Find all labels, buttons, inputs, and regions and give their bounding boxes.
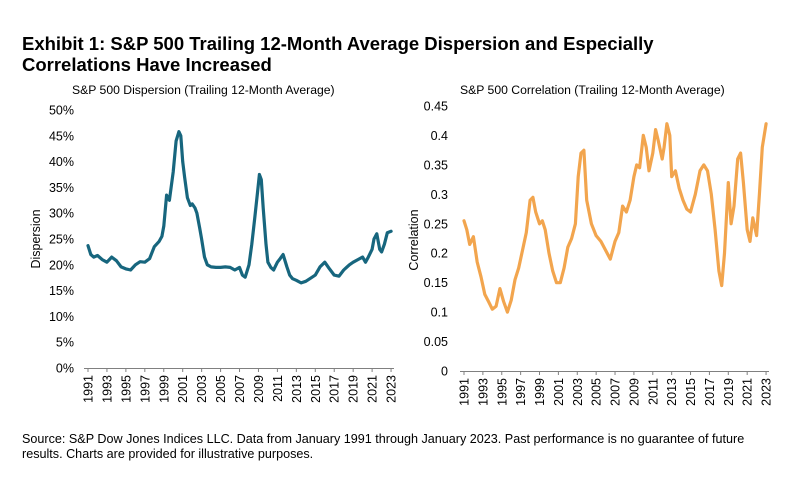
dispersion-y-tick-label: 15% (49, 284, 74, 298)
correlation-x-tick-label: 1993 (476, 378, 490, 406)
dispersion-y-tick-label: 45% (49, 129, 74, 143)
dispersion-x-tick-label: 1995 (119, 375, 133, 403)
dispersion-x-tick-label: 2021 (366, 375, 380, 403)
correlation-y-tick-label: 0.2 (431, 247, 448, 261)
dispersion-y-axis-label: Dispersion (29, 209, 43, 268)
dispersion-x-tick-label: 2015 (309, 375, 323, 403)
dispersion-y-ticks: 0% 5% 10% 15% 20% 25% 30% 35% 40% 45% 50% (49, 104, 74, 376)
dispersion-x-tick-label: 2023 (385, 375, 399, 403)
correlation-x-tick-label: 2007 (609, 378, 623, 406)
correlation-x-tick-label: 1995 (495, 378, 509, 406)
correlation-x-tick-label: 2001 (552, 378, 566, 406)
dispersion-x-tick-label: 1993 (100, 375, 114, 403)
dispersion-y-tick-label: 35% (49, 181, 74, 195)
correlation-x-tick-label: 2009 (627, 378, 641, 406)
dispersion-y-tick-label: 30% (49, 207, 74, 221)
source-note-line-2: results. Charts are provided for illustr… (22, 447, 314, 461)
dispersion-y-tick-label: 40% (49, 155, 74, 169)
dispersion-chart: S&P 500 Dispersion (Trailing 12-Month Av… (29, 83, 399, 403)
dispersion-x-tick-label: 2007 (233, 375, 247, 403)
dispersion-x-tick-label: 2005 (214, 375, 228, 403)
exhibit-title-line-1: Exhibit 1: S&P 500 Trailing 12-Month Ave… (22, 33, 654, 54)
correlation-chart-title: S&P 500 Correlation (Trailing 12-Month A… (460, 83, 725, 97)
dispersion-x-tick-label: 2003 (195, 375, 209, 403)
correlation-x-tick-label: 2015 (684, 378, 698, 406)
correlation-x-tick-label: 1991 (458, 378, 472, 406)
dispersion-y-tick-label: 5% (56, 336, 74, 350)
correlation-x-tick-label: 2023 (760, 378, 774, 406)
dispersion-x-tick-label: 2001 (176, 375, 190, 403)
correlation-x-tick-label: 1997 (514, 378, 528, 406)
correlation-y-tick-label: 0.05 (424, 335, 448, 349)
correlation-x-tick-label: 2017 (703, 378, 717, 406)
correlation-y-tick-label: 0 (441, 365, 448, 379)
dispersion-x-tick-label: 2013 (290, 375, 304, 403)
dispersion-x-tick-label: 2017 (328, 375, 342, 403)
correlation-series-line (462, 122, 768, 314)
dispersion-y-tick-label: 25% (49, 233, 74, 247)
dispersion-x-tick-label: 1991 (82, 375, 96, 403)
dispersion-y-tick-label: 10% (49, 310, 74, 324)
correlation-y-ticks: 0 0.05 0.1 0.15 0.2 0.25 0.3 0.35 0.4 0.45 (424, 100, 448, 379)
dispersion-x-tick-label: 2019 (347, 375, 361, 403)
dispersion-chart-title: S&P 500 Dispersion (Trailing 12-Month Av… (72, 83, 335, 97)
correlation-x-tick-label: 2005 (590, 378, 604, 406)
correlation-y-axis-label: Correlation (407, 209, 421, 270)
dispersion-y-tick-label: 50% (49, 104, 74, 118)
dispersion-x-tick-label: 1999 (157, 375, 171, 403)
correlation-y-tick-label: 0.45 (424, 100, 448, 114)
correlation-y-tick-label: 0.1 (431, 306, 448, 320)
correlation-y-tick-label: 0.3 (431, 188, 448, 202)
correlation-x-tick-label: 2013 (665, 378, 679, 406)
correlation-y-tick-label: 0.4 (431, 129, 448, 143)
exhibit-title-line-2: Correlations Have Increased (22, 54, 272, 75)
correlation-chart: S&P 500 Correlation (Trailing 12-Month A… (407, 83, 774, 406)
dispersion-x-tick-label: 2011 (271, 375, 285, 402)
correlation-y-tick-label: 0.25 (424, 217, 448, 231)
correlation-x-tick-label: 2021 (741, 378, 755, 406)
dispersion-x-tick-label: 2009 (252, 375, 266, 403)
dispersion-series-line (86, 130, 393, 285)
source-note: Source: S&P Dow Jones Indices LLC. Data … (22, 432, 782, 462)
dispersion-x-tick-label: 1997 (138, 375, 152, 403)
correlation-x-tick-label: 2019 (722, 378, 736, 406)
exhibit-title: Exhibit 1: S&P 500 Trailing 12-Month Ave… (22, 33, 782, 75)
dispersion-y-tick-label: 0% (56, 362, 74, 376)
correlation-x-tick-label: 2003 (571, 378, 585, 406)
dispersion-y-tick-label: 20% (49, 258, 74, 272)
correlation-x-tick-label: 1999 (533, 378, 547, 406)
correlation-x-tick-label: 2011 (646, 378, 660, 405)
correlation-x-ticks: 1991 1993 1995 1997 1999 2001 2003 2005 2007 2009… (458, 371, 774, 406)
correlation-y-tick-label: 0.35 (424, 158, 448, 172)
dispersion-x-ticks: 1991 1993 1995 1997 1999 2001 2003 2005 2007 2009… (82, 368, 399, 403)
source-note-line-1: Source: S&P Dow Jones Indices LLC. Data … (22, 432, 745, 446)
correlation-y-tick-label: 0.15 (424, 276, 448, 290)
